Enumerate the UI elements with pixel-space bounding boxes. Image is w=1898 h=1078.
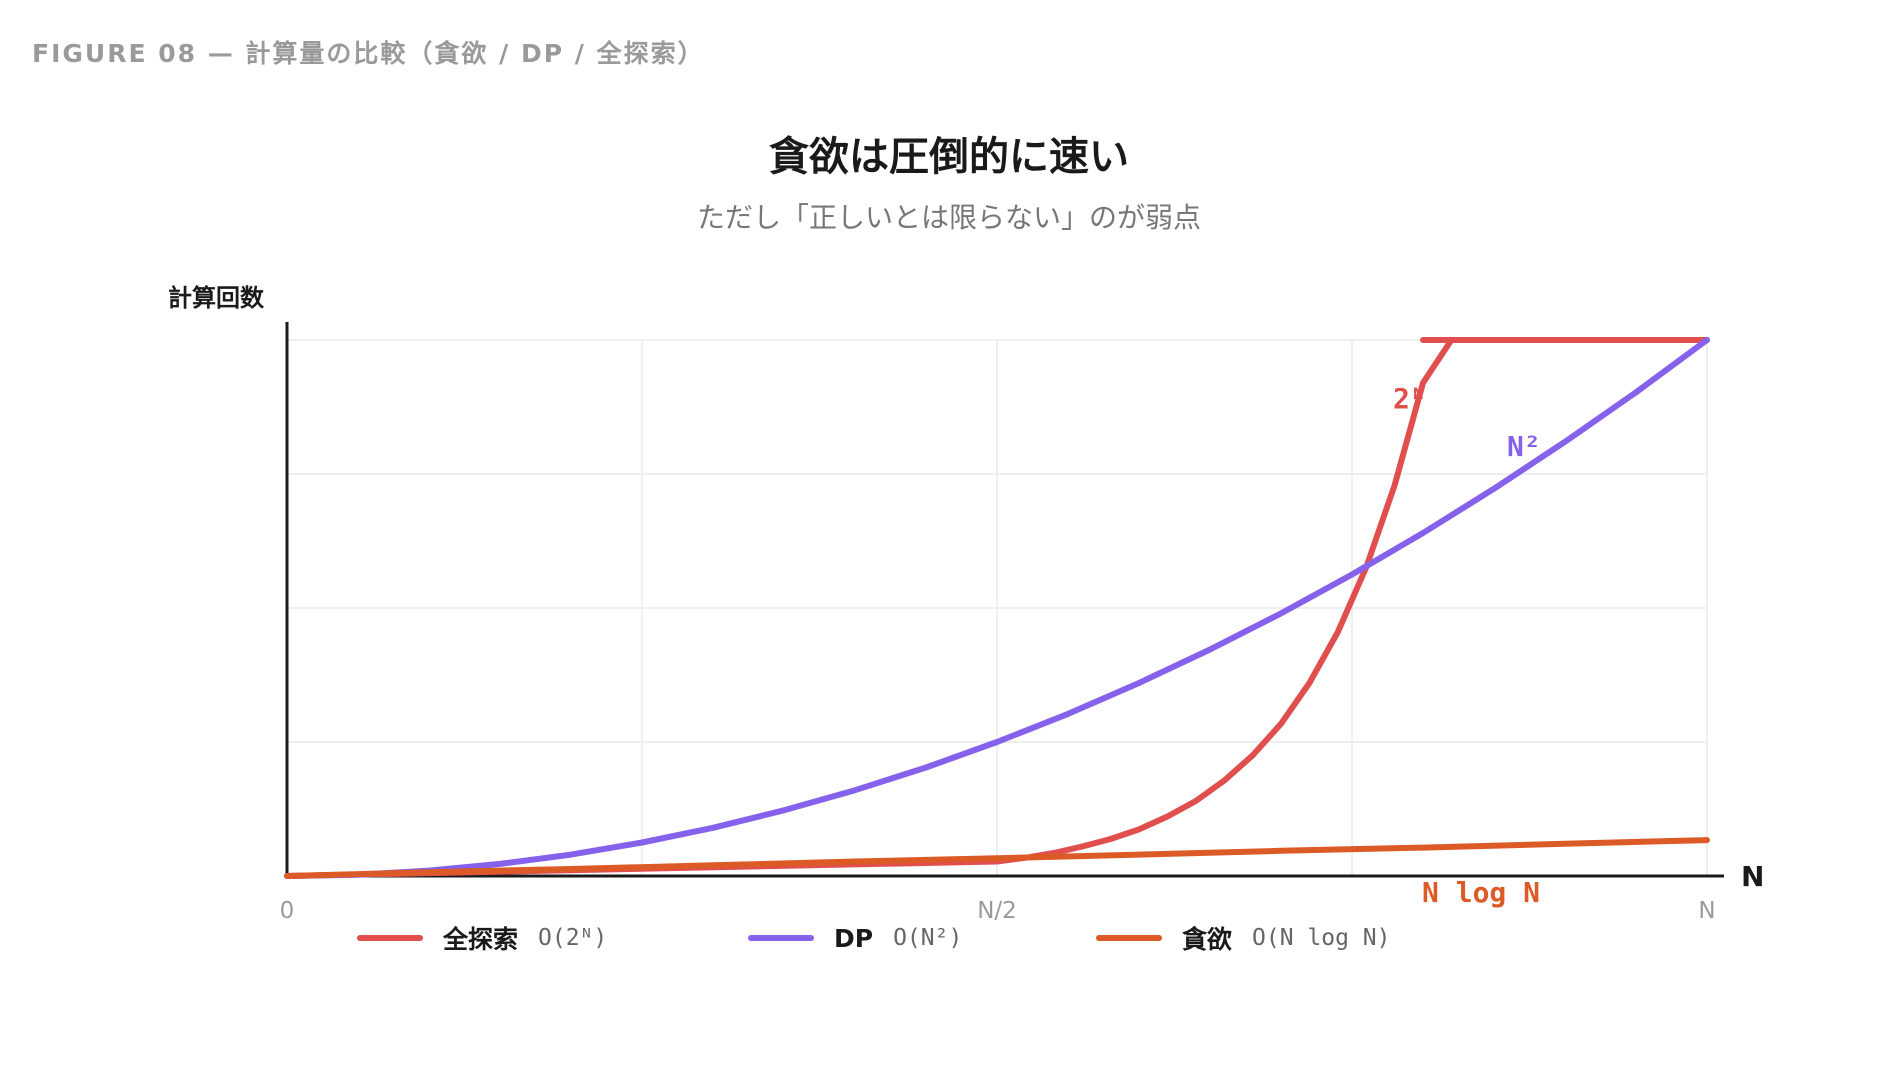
series-line-greedy	[284, 837, 1710, 879]
legend-swatch-greedy	[1096, 935, 1162, 941]
chart-grid	[287, 339, 1708, 876]
chart-axes	[285, 322, 1724, 878]
legend-item-greedy: 貪欲 O(N log N)	[1096, 918, 1391, 958]
curve-label-exhaustive: 2ᴺ	[1393, 382, 1427, 415]
chart-labels: 計算回数 N 0 N/2 N 2ᴺ N² N log N	[168, 284, 1764, 924]
legend-complexity-exhaustive: O(2ᴺ)	[538, 925, 608, 951]
chart-title: 貪欲は圧倒的に速い	[769, 134, 1129, 180]
curve-label-dp: N²	[1507, 430, 1541, 463]
x-tick-label-2: N	[1698, 898, 1715, 924]
curve-label-greedy: N log N	[1422, 876, 1540, 909]
series-line-exhaustive	[284, 337, 1710, 879]
legend-item-dp: DP O(N²)	[748, 918, 962, 958]
chart-curves	[284, 337, 1710, 879]
y-axis-label: 計算回数	[168, 284, 265, 312]
x-axis-label: N	[1741, 860, 1764, 893]
legend-name-greedy: 貪欲	[1182, 925, 1233, 954]
legend-item-exhaustive: 全探索 O(2ᴺ)	[357, 918, 607, 958]
x-tick-label-0: 0	[280, 898, 295, 924]
figure-label: FIGURE 08 — 計算量の比較（貪欲 / DP / 全探索）	[32, 39, 705, 68]
series-line-dp	[284, 337, 1710, 879]
legend-complexity-dp: O(N²)	[893, 925, 963, 951]
chart-subtitle: ただし「正しいとは限らない」のが弱点	[696, 201, 1201, 234]
legend-name-dp: DP	[834, 923, 874, 953]
legend-swatch-exhaustive	[357, 935, 423, 941]
legend-name-exhaustive: 全探索	[443, 925, 519, 954]
legend-swatch-dp	[748, 935, 814, 941]
x-tick-label-1: N/2	[977, 898, 1017, 924]
legend-complexity-greedy: O(N log N)	[1252, 925, 1391, 951]
